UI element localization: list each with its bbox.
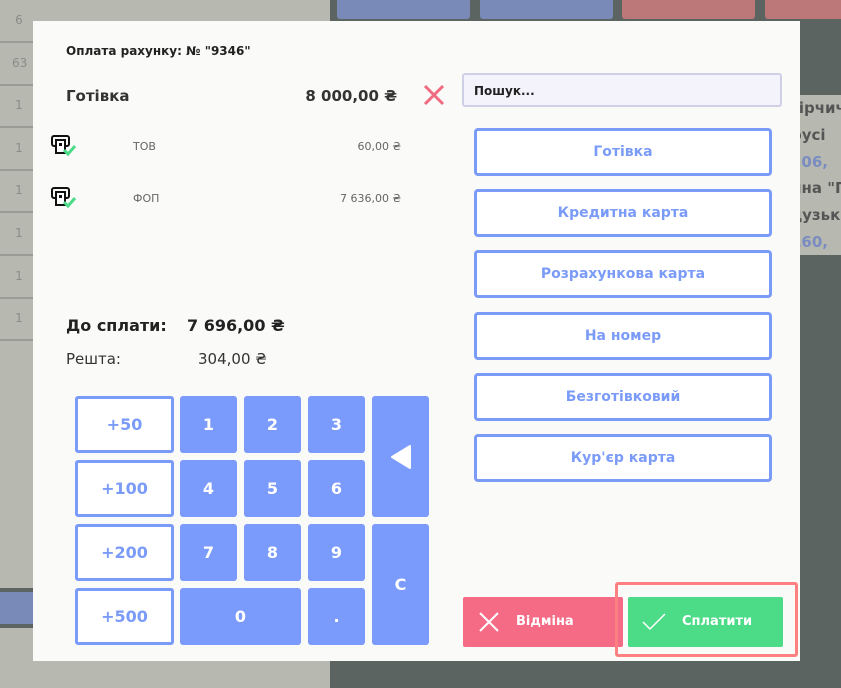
payment-method-button[interactable]: Кур'єр карта [474,434,772,482]
digit-key[interactable]: 2 [244,396,301,453]
background-button [480,0,613,19]
row-quantity: 1 [15,311,23,326]
row-quantity: 1 [15,226,23,240]
receipt-amount: 60,00 ₴ [357,140,401,153]
digit-key[interactable]: 9 [308,524,365,581]
clear-button[interactable]: C [372,524,429,645]
background-button [622,0,755,19]
digit-key[interactable]: 3 [308,396,365,453]
payment-method-button[interactable]: Готівка [474,128,772,176]
change-label: Решта: [66,350,121,368]
close-icon [479,612,499,632]
payment-method-button[interactable]: На номер [474,311,772,360]
cancel-button[interactable]: Відміна [463,597,623,647]
pay-label: Сплатити [682,614,753,629]
backspace-icon [390,444,411,469]
payment-method-label: Готівка [66,87,130,105]
tile-text: ина "Г [791,179,841,197]
receipt-name: ТОВ [133,140,156,153]
background-button [765,0,841,19]
digit-key[interactable]: 1 [180,396,237,453]
row-quantity: 1 [15,268,23,283]
tile-text: гірчич [791,99,841,117]
payment-method-button[interactable]: Безготівковий [474,372,772,421]
fiscal-printer-check-icon [51,187,77,209]
receipt-amount: 7 636,00 ₴ [340,192,401,205]
quick-amount-button[interactable]: +200 [75,524,174,581]
background-button [337,0,470,19]
quick-amount-button[interactable]: +500 [75,588,174,645]
quick-amount-button[interactable]: +50 [75,396,174,453]
digit-key[interactable]: 5 [244,460,301,517]
row-quantity: 1 [15,140,23,155]
tile-price: 160, [791,233,829,251]
digit-key[interactable]: 7 [180,524,237,581]
cancel-label: Відміна [516,614,574,629]
row-quantity: 6 [15,13,23,27]
remove-payment-icon[interactable] [423,84,445,106]
highlight-frame [615,582,798,657]
digit-key[interactable]: 4 [180,460,237,517]
tile-price: 306, [791,153,829,171]
row-quantity: 1 [15,183,23,198]
digit-key[interactable]: 6 [308,460,365,517]
payment-method-button[interactable]: Кредитна карта [474,189,772,238]
digit-key[interactable]: 0 [180,588,301,645]
payment-method-button[interactable]: Розрахункова карта [474,250,772,299]
decimal-key[interactable]: . [308,588,365,645]
receipt-name: ФОП [133,192,160,205]
search-input[interactable]: Пошук... [462,73,782,107]
to-pay-label: До сплати: [66,316,167,335]
checkmark-icon [642,613,666,631]
row-quantity: 63 [12,55,28,70]
payment-amount: 8 000,00 ₴ [305,87,397,105]
fiscal-printer-check-icon [51,135,77,157]
row-quantity: 1 [15,98,23,113]
backspace-button[interactable] [372,396,429,517]
dialog-title: Оплата рахунку: № "9346" [66,44,251,58]
pay-button[interactable]: Сплатити [628,597,783,647]
digit-key[interactable]: 8 [244,524,301,581]
to-pay-amount: 7 696,00 ₴ [187,316,285,335]
change-amount: 304,00 ₴ [198,350,267,368]
quick-amount-button[interactable]: +100 [75,460,174,517]
tile-text: цузьк [791,206,841,224]
